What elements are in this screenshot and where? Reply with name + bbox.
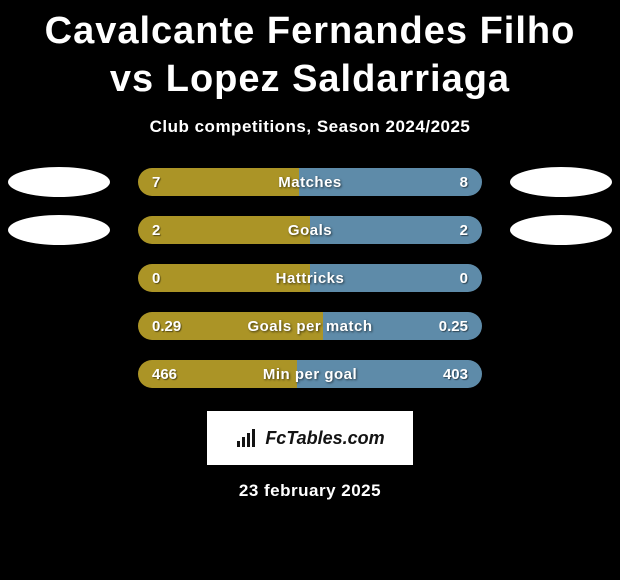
stat-bar-mpg: 466 Min per goal 403: [138, 360, 482, 388]
stat-left-value: 466: [152, 366, 177, 383]
team-right-logo: [510, 215, 612, 245]
stat-right-value: 0.25: [439, 318, 468, 335]
comparison-area: 7 Matches 8 2 Goals 2 0 Hattricks 0: [0, 167, 620, 389]
stat-left-value: 2: [152, 222, 160, 239]
stat-left-value: 0.29: [152, 318, 181, 335]
stat-row: 0.29 Goals per match 0.25: [0, 311, 620, 341]
logo-spacer: [510, 311, 612, 341]
stat-label: Hattricks: [276, 270, 345, 287]
logo-spacer: [8, 263, 110, 293]
stat-row: 7 Matches 8: [0, 167, 620, 197]
stat-left-value: 0: [152, 270, 160, 287]
stat-bar-matches: 7 Matches 8: [138, 168, 482, 196]
bar-chart-icon: [235, 427, 261, 449]
comparison-subtitle: Club competitions, Season 2024/2025: [0, 117, 620, 137]
team-right-logo: [510, 167, 612, 197]
stat-bar-gpm: 0.29 Goals per match 0.25: [138, 312, 482, 340]
stat-remainder: [310, 216, 482, 244]
stat-fill: [138, 216, 310, 244]
team-left-logo: [8, 167, 110, 197]
stat-label: Goals: [288, 222, 332, 239]
comparison-date: 23 february 2025: [0, 481, 620, 501]
team-left-logo: [8, 215, 110, 245]
logo-spacer: [8, 359, 110, 389]
logo-spacer: [510, 263, 612, 293]
stat-row: 2 Goals 2: [0, 215, 620, 245]
brand-box: FcTables.com: [207, 411, 413, 465]
comparison-title: Cavalcante Fernandes Filho vs Lopez Sald…: [0, 0, 620, 103]
stat-row: 466 Min per goal 403: [0, 359, 620, 389]
stat-left-value: 7: [152, 174, 160, 191]
stat-right-value: 8: [460, 174, 468, 191]
stat-bar-hattricks: 0 Hattricks 0: [138, 264, 482, 292]
stat-row: 0 Hattricks 0: [0, 263, 620, 293]
stat-right-value: 0: [460, 270, 468, 287]
logo-spacer: [510, 359, 612, 389]
stat-bar-goals: 2 Goals 2: [138, 216, 482, 244]
stat-label: Matches: [278, 174, 342, 191]
brand-text: FcTables.com: [265, 428, 384, 449]
logo-spacer: [8, 311, 110, 341]
stat-fill: [138, 168, 299, 196]
stat-right-value: 2: [460, 222, 468, 239]
stat-label: Min per goal: [263, 366, 357, 383]
stat-label: Goals per match: [247, 318, 372, 335]
stat-right-value: 403: [443, 366, 468, 383]
